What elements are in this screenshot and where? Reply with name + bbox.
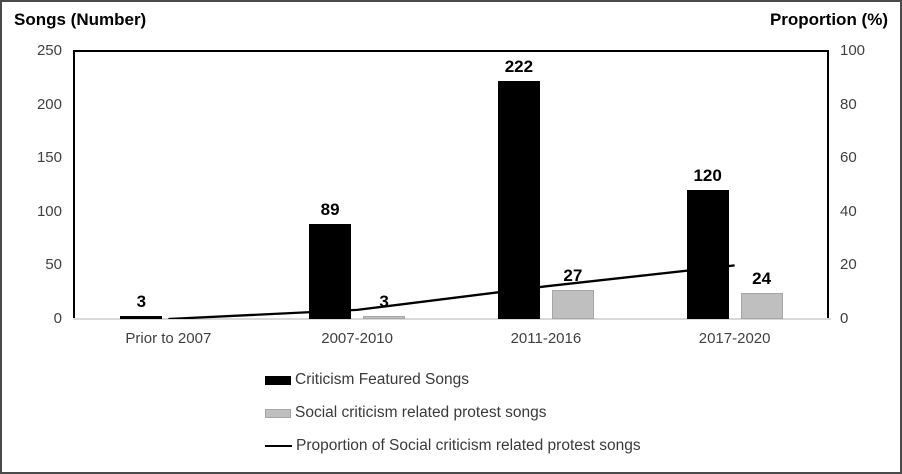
right-axis-tick-40: 40 xyxy=(840,202,857,220)
legend-label: Criticism Featured Songs xyxy=(295,371,470,388)
left-axis-tick-50: 50 xyxy=(45,256,62,274)
bar-value-label-gray-3: 24 xyxy=(752,269,772,289)
left-axis-tick-250: 250 xyxy=(36,42,62,59)
right-axis-tick-100: 100 xyxy=(840,42,866,59)
bar-value-label-black-3: 120 xyxy=(693,166,722,186)
legend-label: Social criticism related protest songs xyxy=(295,404,547,421)
bar-value-label-gray-2: 27 xyxy=(563,266,583,286)
left-axis-title: Songs (Number) xyxy=(14,10,147,29)
bar-value-label-black-1: 89 xyxy=(320,199,340,219)
x-axis-label-3: 2017-2020 xyxy=(698,330,771,347)
legend-item-social-criticism-protest-songs: Social criticism related protest songs xyxy=(265,401,825,425)
legend-label: Proportion of Social criticism related p… xyxy=(296,437,641,454)
x-axis-label-0: Prior to 2007 xyxy=(125,330,212,347)
right-axis-tick-80: 80 xyxy=(840,95,857,113)
bar-protest-songs-2 xyxy=(551,290,594,319)
chart-legend: Criticism Featured Songs Social criticis… xyxy=(265,368,825,467)
right-axis-title: Proportion (%) xyxy=(769,10,888,29)
bar-criticism-featured-2 xyxy=(497,81,540,319)
left-axis-tick-200: 200 xyxy=(36,95,62,113)
left-axis-tick-0: 0 xyxy=(53,310,62,327)
left-axis-tick-100: 100 xyxy=(36,202,62,220)
left-axis-tick-150: 150 xyxy=(36,149,62,167)
bar-value-label-black-2: 222 xyxy=(504,57,534,77)
bar-criticism-featured-3 xyxy=(686,190,729,319)
proportion-line-series xyxy=(168,264,735,319)
black-square-swatch-icon xyxy=(265,375,291,385)
x-axis-baseline xyxy=(73,318,831,320)
right-axis-tick-60: 60 xyxy=(840,149,857,167)
bar-criticism-featured-1 xyxy=(309,223,352,319)
gray-square-swatch-icon xyxy=(265,408,291,418)
bar-criticism-featured-0 xyxy=(120,315,163,319)
bar-value-label-gray-1: 3 xyxy=(379,291,389,311)
line-swatch-icon xyxy=(265,444,292,448)
bar-value-label-black-0: 3 xyxy=(136,291,147,311)
bar-protest-songs-3 xyxy=(740,293,783,319)
legend-item-proportion-line: Proportion of Social criticism related p… xyxy=(265,434,825,458)
right-axis-tick-20: 20 xyxy=(840,256,857,274)
legend-item-criticism-featured-songs: Criticism Featured Songs xyxy=(265,368,825,392)
x-axis-label-2: 2011-2016 xyxy=(510,330,582,347)
right-axis-tick-0: 0 xyxy=(840,310,849,327)
bar-protest-songs-1 xyxy=(363,315,406,319)
plot-area xyxy=(73,50,829,319)
x-axis-label-1: 2007-2010 xyxy=(321,330,393,347)
